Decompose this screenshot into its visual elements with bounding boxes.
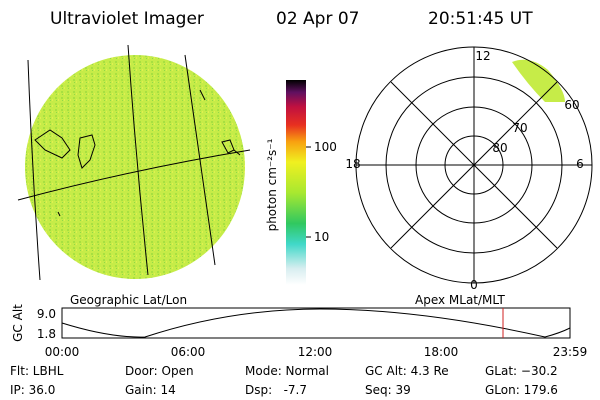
status-field: Gain: 14 — [125, 383, 176, 397]
status-field: IP: 36.0 — [10, 383, 55, 397]
mlat-label: 60 — [564, 98, 579, 112]
orbit-x-tick-label: 06:00 — [171, 345, 206, 359]
polar-plot — [355, 46, 593, 284]
colorbar-label: photon cm⁻²s⁻¹ — [265, 138, 279, 231]
colorbar-tick-label: 10 — [314, 230, 329, 244]
mlt-label: 0 — [470, 278, 478, 292]
panel-title: Apex MLat/MLT — [415, 293, 505, 307]
panel-title: Geographic Lat/Lon — [70, 293, 187, 307]
mlat-label: 80 — [492, 141, 507, 155]
status-field: Door: Open — [125, 364, 194, 378]
footer: Flt: LBHL Door: Open Mode: Normal GC Alt: 4… — [10, 364, 558, 397]
mlt-label: 6 — [576, 157, 584, 171]
orbit-y-tick-label: 1.8 — [37, 327, 56, 341]
colorbar — [286, 80, 306, 285]
orbit-axis-label: GC Alt — [11, 304, 25, 342]
mlat-label: 70 — [512, 121, 527, 135]
status-field: GC Alt: 4.3 Re — [365, 364, 449, 378]
mlt-label: 18 — [345, 157, 360, 171]
time: 20:51:45 UT — [428, 9, 533, 29]
date: 02 Apr 07 — [276, 9, 359, 29]
status-field: GLon: 179.6 — [485, 383, 558, 397]
orbit-x-tick-label: 18:00 — [424, 345, 459, 359]
orbit-plot — [61, 307, 571, 339]
status-field: Flt: LBHL — [10, 364, 64, 378]
earth-image — [17, 44, 251, 281]
orbit-x-tick-label: 23:59 — [553, 345, 588, 359]
colorbar-tick-label: 100 — [314, 140, 337, 154]
orbit-y-tick-label: 9.0 — [37, 307, 56, 321]
orbit-x-tick-label: 00:00 — [45, 345, 80, 359]
title: Ultraviolet Imager — [50, 9, 204, 29]
mlt-label: 12 — [475, 49, 490, 63]
status-field: Seq: 39 — [365, 383, 411, 397]
status-field: GLat: −30.2 — [485, 364, 558, 378]
status-field: Mode: Normal — [245, 364, 329, 378]
status-field: Dsp: -7.7 — [245, 383, 307, 397]
orbit-x-tick-label: 12:00 — [298, 345, 333, 359]
